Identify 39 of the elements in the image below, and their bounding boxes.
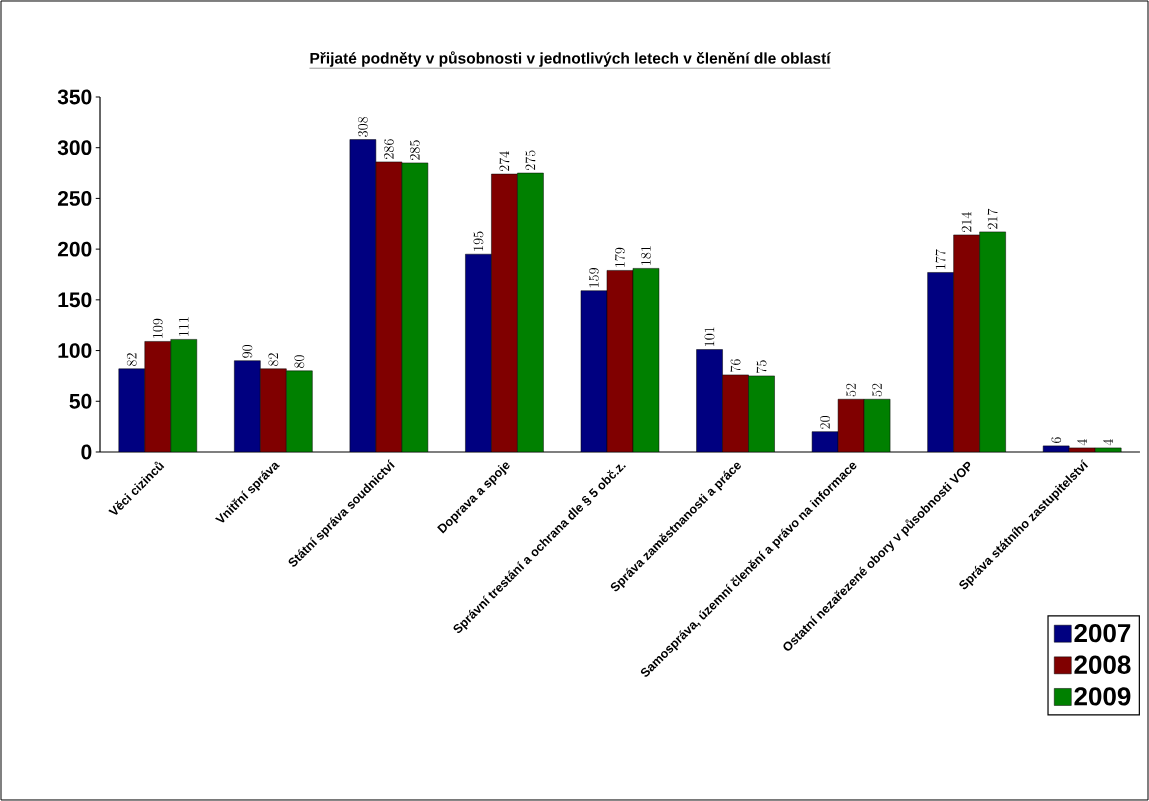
data-label: 4 xyxy=(1077,439,1087,446)
data-label: 111 xyxy=(178,317,189,336)
data-label: 286 xyxy=(383,139,394,159)
legend-label: 2009 xyxy=(1074,687,1131,706)
data-label: 217 xyxy=(987,208,998,229)
data-label: 4 xyxy=(1103,439,1113,446)
data-label: 285 xyxy=(409,140,420,160)
data-label: 75 xyxy=(756,360,767,373)
data-label: 109 xyxy=(152,318,163,338)
chart-title: Přijaté podněty v působnosti v jednotlivých letech v členění dle oblastí xyxy=(310,51,831,67)
y-tick-label: 150 xyxy=(58,292,92,308)
data-label: 52 xyxy=(846,383,856,397)
y-tick-label: 50 xyxy=(69,393,92,409)
data-label: 274 xyxy=(499,151,510,172)
data-label: 179 xyxy=(614,247,625,267)
y-tick-label: 100 xyxy=(58,343,92,358)
y-tick-label: 250 xyxy=(57,190,92,206)
y-tick-label: 350 xyxy=(57,89,92,105)
data-label: 275 xyxy=(525,150,536,171)
data-label: 101 xyxy=(704,327,715,346)
data-label: 181 xyxy=(641,246,651,265)
legend-label: 2008 xyxy=(1074,655,1131,674)
data-label: 195 xyxy=(473,231,484,251)
data-label: 308 xyxy=(357,116,368,137)
data-label: 90 xyxy=(242,345,253,358)
data-label: 6 xyxy=(1051,437,1062,444)
data-label: 80 xyxy=(294,355,305,368)
data-label: 20 xyxy=(820,416,830,429)
y-tick-label: 200 xyxy=(57,241,92,257)
legend-label: 2007 xyxy=(1074,623,1131,643)
data-label: 82 xyxy=(126,353,137,366)
data-label: 82 xyxy=(268,353,279,366)
y-tick-label: 0 xyxy=(81,444,92,460)
data-label: 76 xyxy=(730,359,741,372)
data-label: 214 xyxy=(961,212,972,232)
data-label: 52 xyxy=(872,383,882,397)
y-tick-label: 300 xyxy=(57,140,92,156)
data-label: 159 xyxy=(589,268,599,288)
data-label: 177 xyxy=(935,249,946,269)
